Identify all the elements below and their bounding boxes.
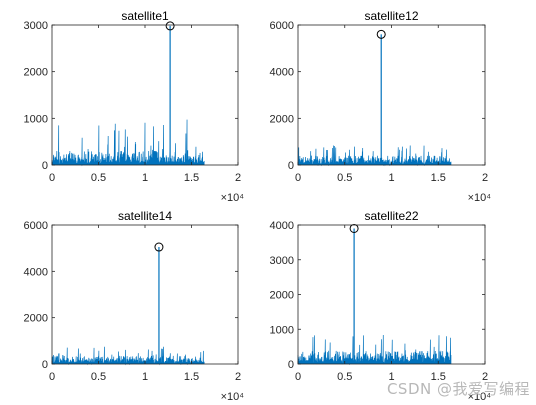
signal-series [297,334,452,366]
y-tick-label: 0 [288,160,294,172]
peak-marker [154,242,164,252]
x-tick-label: 0 [49,172,55,184]
subplot-title: satellite12 [364,9,418,23]
x-tick-label: 2 [482,172,488,184]
x-exponent-label: ×10⁴ [221,192,245,204]
x-tick-label: 2 [482,371,488,383]
y-tick-label: 0 [288,359,294,371]
x-tick-label: 1.5 [431,172,446,184]
y-tick-label: 1000 [24,113,48,125]
y-tick-label: 4000 [270,220,294,232]
y-tick-label: 0 [42,160,48,172]
subplot-title: satellite1 [121,9,169,23]
y-tick-label: 4000 [270,67,294,79]
y-tick-label: 3000 [270,255,294,267]
y-tick-label: 6000 [270,20,294,32]
x-exponent-label: ×10⁴ [468,391,492,403]
x-tick-label: 0 [295,371,301,383]
x-tick-label: 1 [142,172,148,184]
y-tick-label: 6000 [24,220,48,232]
x-tick-label: 1.5 [184,371,199,383]
y-tick-label: 1000 [270,324,294,336]
y-tick-label: 2000 [24,67,48,79]
subplot-3: 0 0.5 1 1.5 2 0 2000 4000 6000 ×10⁴ satellite14 [24,209,245,403]
y-tick-label: 2000 [270,113,294,125]
subplot-title: satellite14 [118,209,172,223]
subplot-4: 0 0.5 1 1.5 2 0 1000 2000 3000 4000 ×10⁴ satellite2… [270,209,492,403]
x-tick-label: 0.5 [91,371,106,383]
x-exponent-label: ×10⁴ [468,192,492,204]
y-tick-label: 0 [42,359,48,371]
x-tick-label: 1 [142,371,148,383]
x-tick-label: 0 [295,172,301,184]
signal-series [51,119,205,167]
y-tick-label: 3000 [24,20,48,32]
subplot-2: 0 0.5 1 1.5 2 0 2000 4000 6000 ×10⁴ satellite12 [270,9,492,204]
x-tick-label: 1 [388,172,394,184]
x-tick-label: 2 [235,172,241,184]
watermark: CSDN @我爱写编程 [386,380,530,398]
signal-series [297,145,452,167]
plot-area [298,225,485,364]
x-tick-label: 0.5 [337,371,352,383]
x-tick-label: 1.5 [431,371,446,383]
x-tick-label: 1.5 [184,172,199,184]
plot-area [298,25,485,165]
x-tick-label: 0.5 [91,172,106,184]
x-tick-label: 1 [388,371,394,383]
x-tick-label: 0.5 [337,172,352,184]
peak-marker [376,29,386,39]
x-tick-label: 2 [235,371,241,383]
peak-marker [165,21,175,31]
x-tick-label: 0 [49,371,55,383]
peak-marker [349,223,359,233]
y-tick-label: 2000 [270,290,294,302]
y-tick-label: 4000 [24,266,48,278]
signal-series [51,346,205,366]
subplot-1: 0 0.5 1 1.5 2 0 1000 2000 3000 ×10⁴ satellite1 [24,9,245,204]
x-exponent-label: ×10⁴ [221,391,245,403]
plot-area [52,225,238,364]
subplot-title: satellite22 [364,209,418,223]
y-tick-label: 2000 [24,313,48,325]
